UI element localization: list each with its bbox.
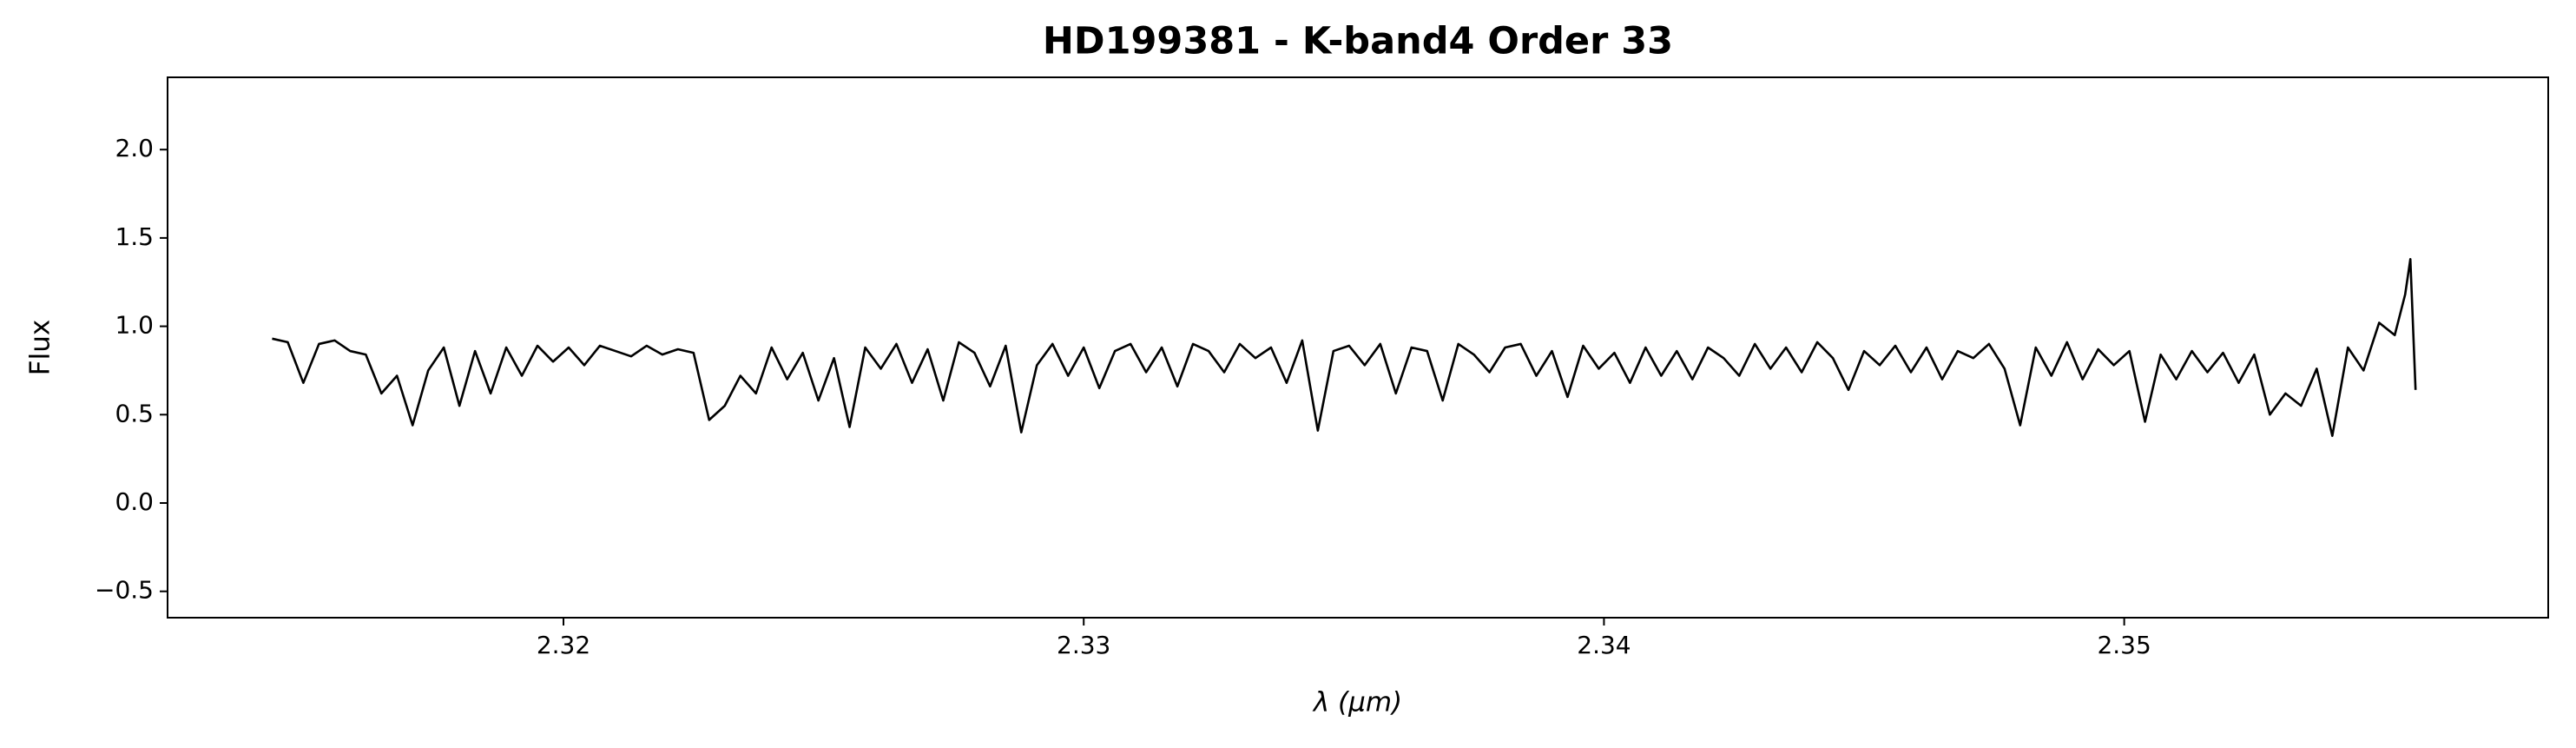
y-tick-label: 0.5 <box>115 399 154 427</box>
x-tick-label: 2.33 <box>1057 631 1110 659</box>
x-tick-label: 2.35 <box>2097 631 2151 659</box>
x-tick-label: 2.34 <box>1577 631 1631 659</box>
chart-title: HD199381 - K-band4 Order 33 <box>1043 20 1673 63</box>
y-tick-label: 0.0 <box>115 487 154 516</box>
y-tick-label: 1.0 <box>115 311 154 340</box>
plot-frame <box>167 76 2549 619</box>
y-axis-label: Flux <box>25 320 56 375</box>
x-axis-label: λ (μm) <box>1312 687 1402 718</box>
spectrum-line <box>272 258 2417 437</box>
y-tick-label: 1.5 <box>115 222 154 251</box>
x-tick-label: 2.32 <box>537 631 590 659</box>
y-tick-label: 2.0 <box>115 134 154 162</box>
y-tick-label: −0.5 <box>95 576 154 605</box>
